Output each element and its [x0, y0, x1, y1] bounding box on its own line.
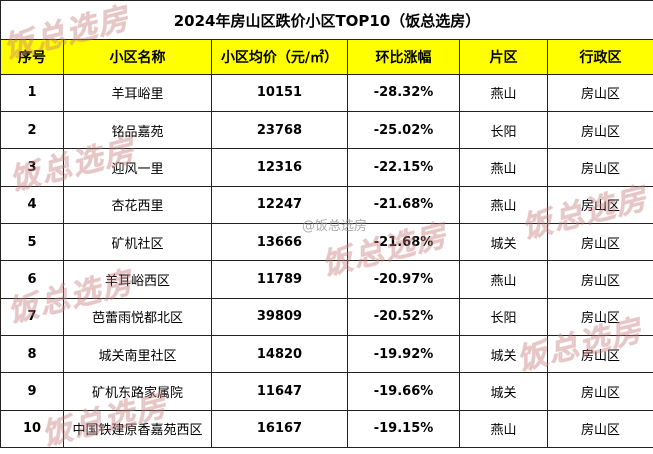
- rank-cell: 10: [1, 410, 64, 447]
- table-title: 2024年房山区跌价小区TOP10（饭总选房）: [1, 1, 653, 40]
- district-cell: 房山区: [548, 298, 653, 335]
- area-cell: 燕山: [460, 261, 548, 298]
- district-cell: 房山区: [548, 149, 653, 186]
- community-name-cell: 杏花西里: [64, 186, 212, 223]
- area-cell: 燕山: [460, 74, 548, 111]
- community-name-cell: 羊耳峪里: [64, 74, 212, 111]
- district-cell: 房山区: [548, 223, 653, 260]
- avg-price-cell: 11647: [212, 373, 348, 410]
- district-cell: 房山区: [548, 410, 653, 447]
- avg-price-cell: 13666: [212, 223, 348, 260]
- community-name-cell: 羊耳峪西区: [64, 261, 212, 298]
- avg-price-cell: 11789: [212, 261, 348, 298]
- change-cell: -22.15%: [348, 149, 460, 186]
- community-name-cell: 迎风一里: [64, 149, 212, 186]
- avg-price-cell: 10151: [212, 74, 348, 111]
- area-cell: 燕山: [460, 149, 548, 186]
- col-header-district: 行政区: [548, 40, 653, 74]
- avg-price-cell: 12316: [212, 149, 348, 186]
- col-header-rank: 序号: [1, 40, 64, 74]
- rank-cell: 5: [1, 223, 64, 260]
- avg-price-cell: 23768: [212, 111, 348, 148]
- area-cell: 燕山: [460, 410, 548, 447]
- area-cell: 燕山: [460, 186, 548, 223]
- district-cell: 房山区: [548, 261, 653, 298]
- area-cell: 城关: [460, 373, 548, 410]
- change-cell: -20.52%: [348, 298, 460, 335]
- district-cell: 房山区: [548, 335, 653, 372]
- header-row: 序号 小区名称 小区均价（元/㎡） 环比涨幅 片区 行政区: [1, 40, 653, 74]
- community-name-cell: 中国铁建原香嘉苑西区: [64, 410, 212, 447]
- col-header-avg-price: 小区均价（元/㎡）: [212, 40, 348, 74]
- area-cell: 长阳: [460, 298, 548, 335]
- district-cell: 房山区: [548, 111, 653, 148]
- rank-cell: 9: [1, 373, 64, 410]
- rank-cell: 3: [1, 149, 64, 186]
- community-name-cell: 铭品嘉苑: [64, 111, 212, 148]
- area-cell: 长阳: [460, 111, 548, 148]
- avg-price-cell: 14820: [212, 335, 348, 372]
- area-cell: 城关: [460, 223, 548, 260]
- community-name-cell: 城关南里社区: [64, 335, 212, 372]
- rank-cell: 7: [1, 298, 64, 335]
- community-name-cell: 矿机社区: [64, 223, 212, 260]
- change-cell: -20.97%: [348, 261, 460, 298]
- area-cell: 城关: [460, 335, 548, 372]
- avg-price-cell: 12247: [212, 186, 348, 223]
- community-name-cell: 矿机东路家属院: [64, 373, 212, 410]
- change-cell: -25.02%: [348, 111, 460, 148]
- community-name-cell: 芭蕾雨悦都北区: [64, 298, 212, 335]
- change-cell: -21.68%: [348, 186, 460, 223]
- rank-cell: 2: [1, 111, 64, 148]
- col-header-change: 环比涨幅: [348, 40, 460, 74]
- change-cell: -19.66%: [348, 373, 460, 410]
- district-cell: 房山区: [548, 373, 653, 410]
- rank-cell: 6: [1, 261, 64, 298]
- change-cell: -28.32%: [348, 74, 460, 111]
- col-header-community: 小区名称: [64, 40, 212, 74]
- change-cell: -21.68%: [348, 223, 460, 260]
- district-cell: 房山区: [548, 74, 653, 111]
- avg-price-cell: 39809: [212, 298, 348, 335]
- change-cell: -19.92%: [348, 335, 460, 372]
- rank-cell: 1: [1, 74, 64, 111]
- title-row: 2024年房山区跌价小区TOP10（饭总选房）: [1, 1, 653, 40]
- avg-price-cell: 16167: [212, 410, 348, 447]
- district-cell: 房山区: [548, 186, 653, 223]
- rank-cell: 8: [1, 335, 64, 372]
- change-cell: -19.15%: [348, 410, 460, 447]
- rank-cell: 4: [1, 186, 64, 223]
- col-header-area: 片区: [460, 40, 548, 74]
